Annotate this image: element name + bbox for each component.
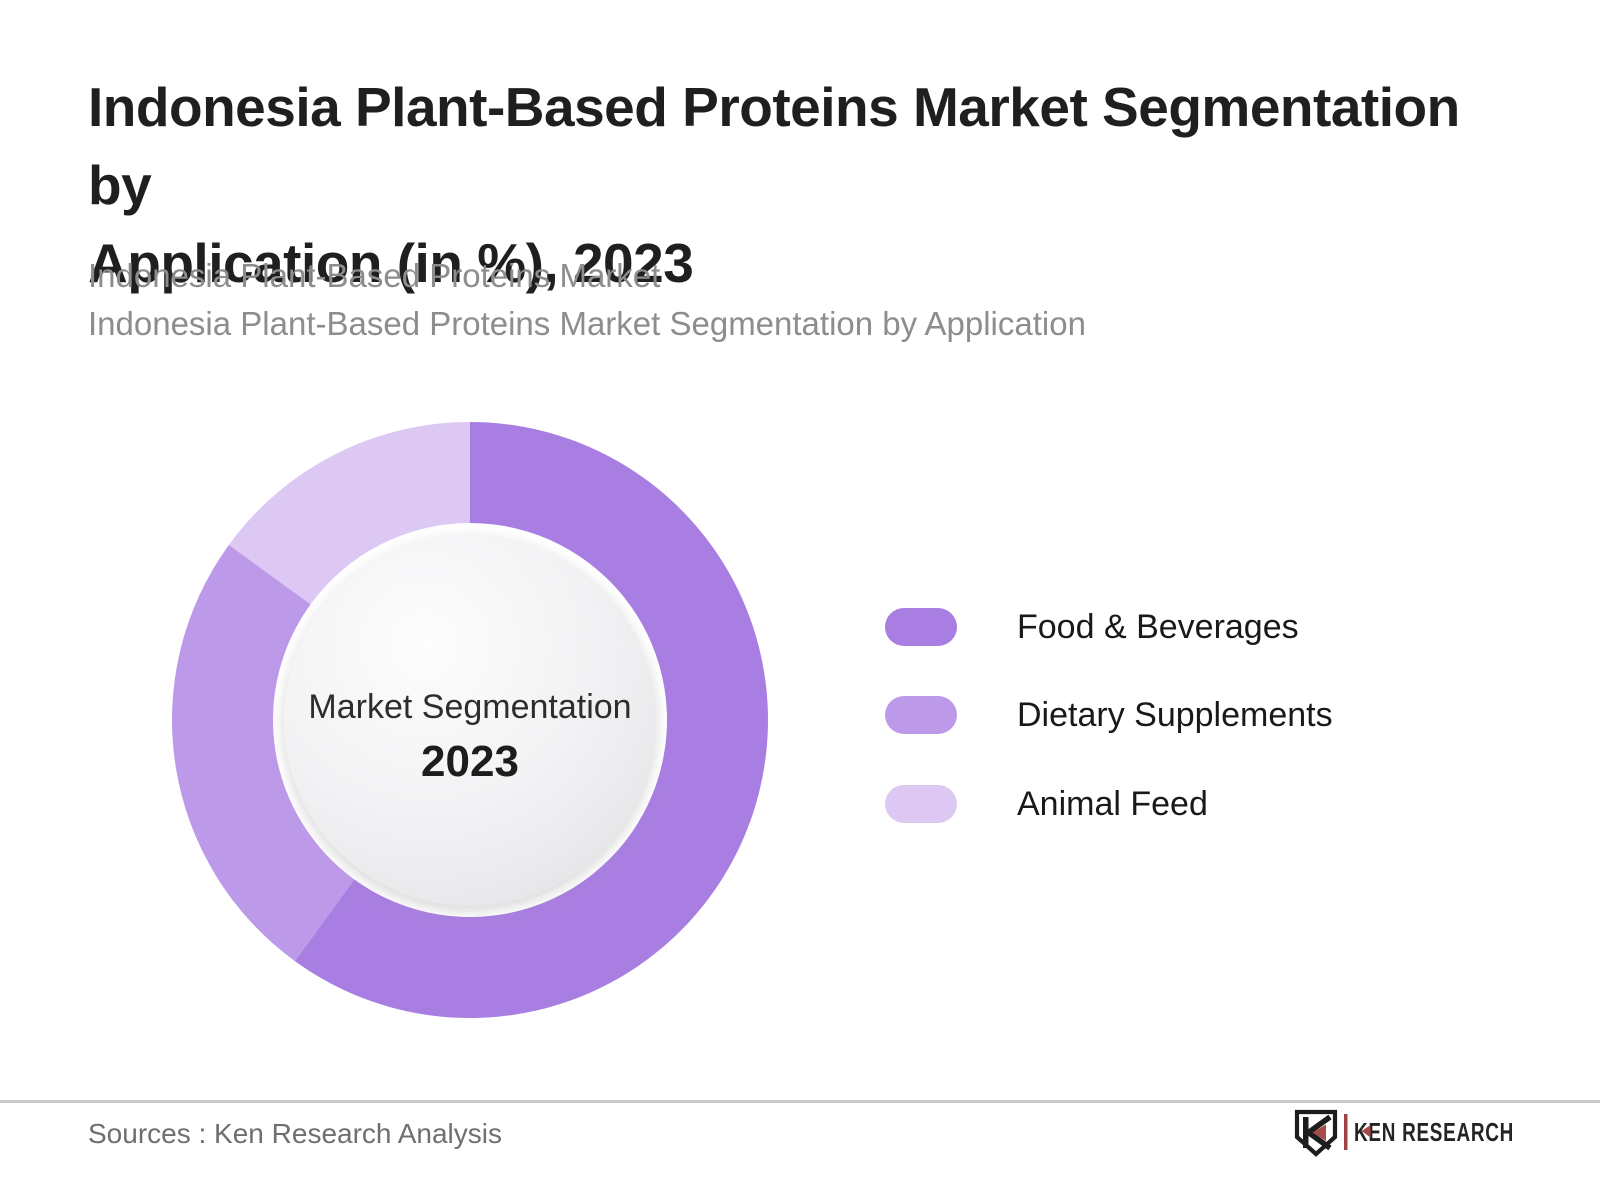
legend-swatch-food-beverages xyxy=(885,608,957,646)
legend-label: Food & Beverages xyxy=(1017,607,1299,646)
legend-swatch-animal-feed xyxy=(885,785,957,823)
ken-research-logo: KEN RESEARCH xyxy=(1294,1109,1514,1157)
donut-segment-animal-feed xyxy=(228,422,470,605)
donut-segments xyxy=(171,422,768,1018)
page-title: Indonesia Plant-Based Proteins Market Se… xyxy=(88,68,1508,302)
logo-k-accent xyxy=(1361,1125,1371,1138)
page-title-line1: Indonesia Plant-Based Proteins Market Se… xyxy=(88,76,1460,216)
legend-label: Animal Feed xyxy=(1017,784,1208,823)
donut-center-disk xyxy=(284,534,656,906)
subtitle-line2: Indonesia Plant-Based Proteins Market Se… xyxy=(88,305,1086,342)
page-subtitle: Indonesia Plant-Based Proteins Market In… xyxy=(88,252,1508,348)
legend-item-food-beverages: Food & Beverages xyxy=(885,608,1299,646)
sources-note: Sources : Ken Research Analysis xyxy=(88,1118,502,1149)
page-title-line2: Application (in %), 2023 xyxy=(88,232,694,294)
legend-label: Dietary Supplements xyxy=(1017,695,1333,734)
subtitle-line1: Indonesia Plant-Based Proteins Market xyxy=(88,257,661,294)
legend-item-animal-feed: Animal Feed xyxy=(885,785,1208,823)
logo-shield-icon xyxy=(1294,1109,1338,1157)
footer-divider xyxy=(0,1100,1600,1103)
legend-item-dietary-supplements: Dietary Supplements xyxy=(885,696,1333,734)
donut-segment-dietary-supplements xyxy=(171,544,355,962)
logo-divider-bar xyxy=(1344,1114,1348,1150)
donut-segment-food-beverages xyxy=(294,422,768,1018)
donut-chart xyxy=(170,420,770,1020)
legend-swatch-dietary-supplements xyxy=(885,696,957,734)
logo-wordmark: KEN RESEARCH xyxy=(1354,1117,1514,1147)
